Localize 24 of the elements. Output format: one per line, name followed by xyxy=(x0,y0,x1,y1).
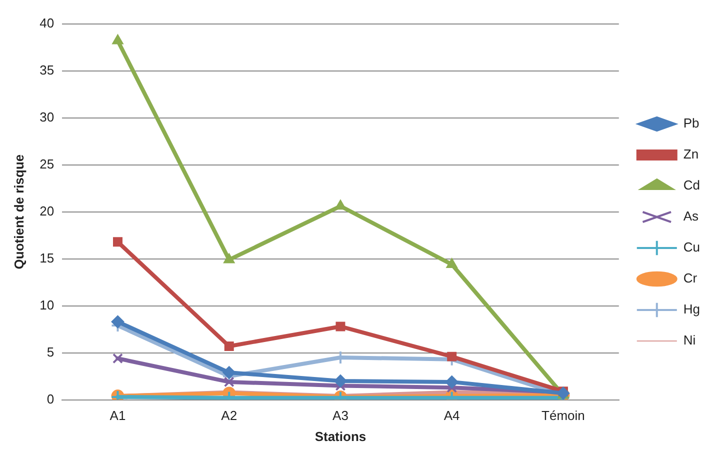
y-tick-label: 35 xyxy=(40,62,54,78)
y-tick-label: 40 xyxy=(40,15,54,30)
legend-label: As xyxy=(683,208,700,224)
legend-label: Pb xyxy=(683,116,700,131)
x-tick-label: A1 xyxy=(110,408,126,424)
x-axis-title: Stations xyxy=(314,428,366,444)
x-tick-label: A4 xyxy=(444,408,460,424)
x-tick-label: A2 xyxy=(221,408,238,424)
y-tick-label: 0 xyxy=(46,391,54,406)
x-tick-label: Témoin xyxy=(542,408,585,424)
legend-label: Hg xyxy=(683,302,700,317)
y-axis-title: Quotient de risque xyxy=(11,154,26,270)
legend-label: Zn xyxy=(683,146,699,162)
x-tick-label: A3 xyxy=(332,408,348,424)
legend-label: Cu xyxy=(683,240,700,255)
y-tick-label: 20 xyxy=(40,203,54,218)
y-tick-label: 15 xyxy=(40,250,54,266)
y-tick-label: 25 xyxy=(40,156,54,172)
legend-label: Ni xyxy=(683,332,696,348)
y-tick-label: 30 xyxy=(40,109,54,124)
y-tick-label: 5 xyxy=(46,344,54,360)
legend-label: Cd xyxy=(683,178,700,193)
legend-label: Cr xyxy=(683,270,698,286)
y-tick-label: 10 xyxy=(40,297,54,312)
